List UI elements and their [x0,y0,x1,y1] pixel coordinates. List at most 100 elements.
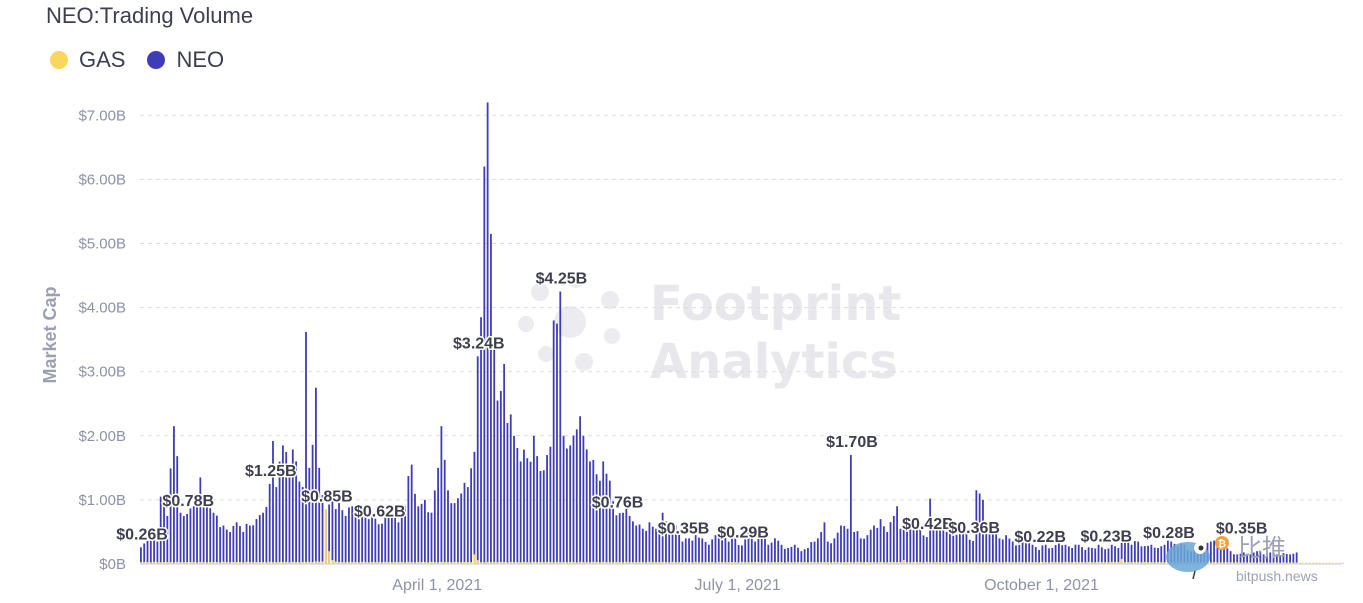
neo-bar[interactable] [972,540,974,564]
neo-bar[interactable] [823,522,826,564]
neo-bar[interactable] [873,525,875,564]
gas-bar[interactable] [1130,562,1133,564]
neo-bar[interactable] [962,530,965,564]
gas-bar[interactable] [569,561,572,564]
gas-bar[interactable] [156,562,159,564]
neo-bar[interactable] [952,535,955,564]
gas-bar[interactable] [922,562,925,564]
gas-bar[interactable] [1074,561,1077,564]
gas-bar[interactable] [1114,562,1116,564]
gas-bar[interactable] [589,562,591,564]
neo-bar[interactable] [361,506,364,564]
gas-bar[interactable] [311,562,314,564]
gas-bar[interactable] [843,562,846,564]
neo-bar[interactable] [618,513,621,564]
neo-bar[interactable] [826,541,829,564]
gas-bar[interactable] [707,561,710,564]
gas-bar[interactable] [1160,562,1163,564]
neo-bar[interactable] [1044,544,1047,564]
neo-bar[interactable] [638,524,641,564]
neo-bar[interactable] [532,435,535,564]
neo-bar[interactable] [202,493,205,564]
neo-bar[interactable] [159,496,162,564]
gas-bar[interactable] [437,562,439,564]
gas-bar[interactable] [1021,562,1024,564]
neo-bar[interactable] [605,473,608,564]
gas-bar[interactable] [668,562,671,564]
neo-bar[interactable] [750,536,753,564]
neo-bar[interactable] [1107,548,1110,564]
neo-bar[interactable] [704,541,707,564]
gas-bar[interactable] [866,562,869,564]
gas-bar[interactable] [691,562,694,564]
gas-bar[interactable] [1239,562,1242,564]
gas-bar[interactable] [978,562,981,564]
gas-bar[interactable] [235,562,238,564]
neo-bar[interactable] [281,445,284,564]
gas-bar[interactable] [1219,562,1222,564]
gas-bar[interactable] [1246,562,1249,564]
gas-bar[interactable] [562,562,565,564]
gas-bar[interactable] [476,560,479,564]
gas-bar[interactable] [186,562,189,564]
gas-bar[interactable] [1117,562,1120,564]
neo-bar[interactable] [747,531,750,564]
gas-bar[interactable] [995,561,998,564]
gas-bar[interactable] [909,562,912,564]
neo-bar[interactable] [196,501,198,564]
gas-bar[interactable] [747,562,750,564]
neo-bar[interactable] [447,490,449,564]
gas-bar[interactable] [480,562,482,564]
gas-bar[interactable] [288,562,291,564]
neo-bar[interactable] [229,531,231,564]
gas-bar[interactable] [810,561,813,564]
neo-bar[interactable] [556,323,558,564]
gas-bar[interactable] [410,562,413,564]
neo-bar[interactable] [153,536,156,564]
neo-bar[interactable] [374,518,377,564]
neo-bar[interactable] [466,487,469,564]
gas-bar[interactable] [404,562,406,564]
neo-bar[interactable] [473,451,476,564]
gas-bar[interactable] [1163,562,1166,564]
gas-bar[interactable] [935,561,938,564]
neo-bar[interactable] [318,467,321,564]
neo-bar[interactable] [869,529,872,564]
gas-bar[interactable] [1104,562,1107,564]
gas-bar[interactable] [1140,562,1143,564]
neo-bar[interactable] [384,512,387,564]
gas-bar[interactable] [638,561,641,564]
neo-bar[interactable] [1229,551,1232,564]
gas-bar[interactable] [390,562,393,564]
gas-bar[interactable] [265,562,268,564]
gas-bar[interactable] [433,562,436,564]
gas-bar[interactable] [364,562,367,564]
neo-bar[interactable] [674,525,677,564]
gas-bar[interactable] [787,561,790,564]
neo-bar[interactable] [1005,535,1007,564]
neo-bar[interactable] [833,538,836,564]
gas-bar[interactable] [232,562,235,564]
neo-bar[interactable] [678,534,681,564]
neo-bar[interactable] [371,512,373,564]
gas-bar[interactable] [912,561,915,564]
gas-bar[interactable] [1209,562,1212,564]
gas-bar[interactable] [1110,561,1113,564]
gas-bar[interactable] [770,562,773,564]
neo-bar[interactable] [592,459,595,564]
neo-bar[interactable] [523,449,525,564]
gas-bar[interactable] [496,562,499,564]
gas-bar[interactable] [377,562,380,564]
gas-bar[interactable] [503,562,506,564]
gas-bar[interactable] [1332,562,1334,564]
gas-bar[interactable] [678,562,681,564]
gas-bar[interactable] [473,554,476,564]
neo-bar[interactable] [390,515,393,564]
gas-bar[interactable] [1124,562,1126,564]
gas-bar[interactable] [523,561,525,564]
neo-bar[interactable] [529,461,532,564]
neo-bar[interactable] [1147,545,1149,564]
neo-bar[interactable] [248,525,251,564]
neo-bar[interactable] [364,515,367,564]
neo-bar[interactable] [853,531,856,564]
